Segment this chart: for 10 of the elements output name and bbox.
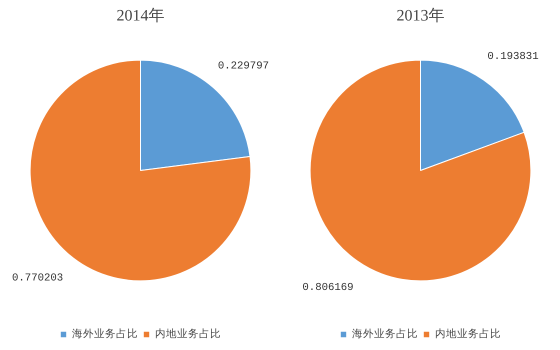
legend-label: 内地业务占比 (155, 327, 221, 341)
legend-label: 内地业务占比 (435, 327, 501, 341)
chart-title: 2014年 (116, 8, 164, 24)
legend-label: 海外业务占比 (352, 327, 418, 341)
data-label: 0.806169 (302, 282, 354, 294)
chart-title: 2013年 (396, 8, 444, 24)
data-label: 0.229797 (218, 60, 270, 73)
data-label: 0.193831 (487, 51, 539, 64)
data-label: 0.770203 (12, 272, 64, 284)
legend-label: 海外业务占比 (72, 327, 138, 341)
